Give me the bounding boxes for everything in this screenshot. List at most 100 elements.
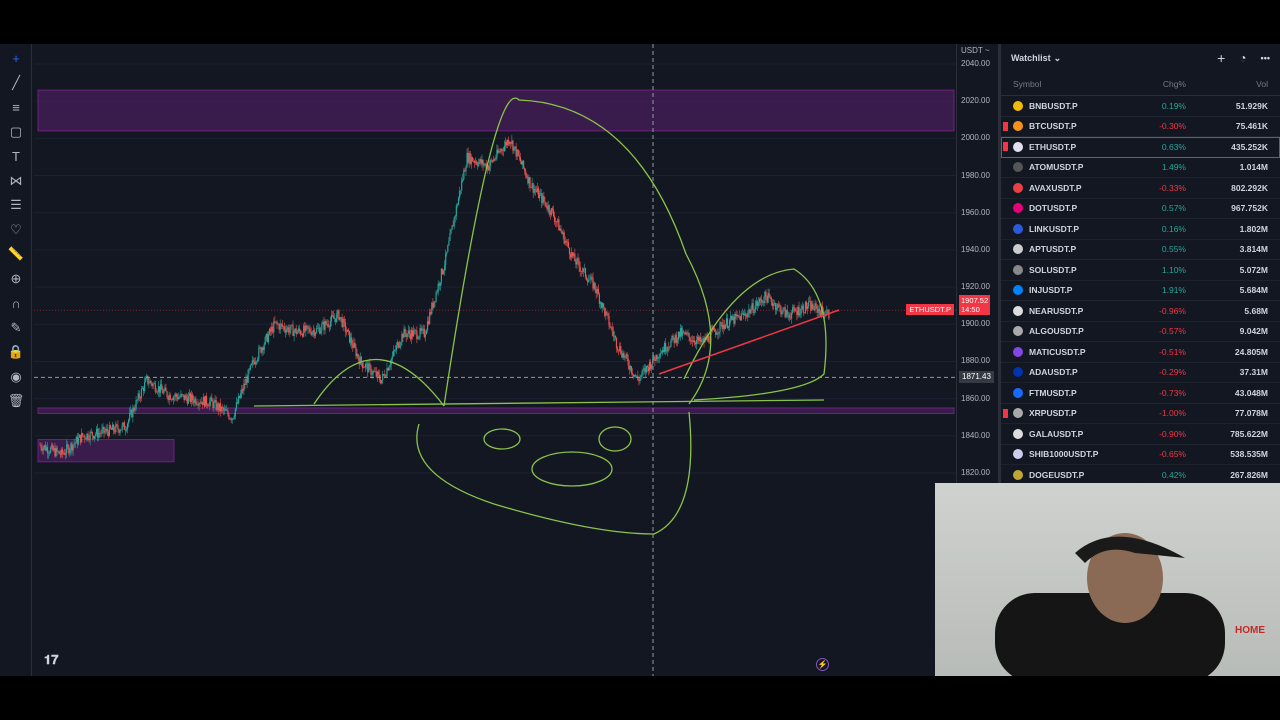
watchlist-row[interactable]: ETHUSDT.P 0.63% 435.252K	[1001, 137, 1280, 158]
candle-body	[371, 374, 373, 375]
candle-body	[513, 146, 515, 151]
flag-icon[interactable]	[1003, 121, 1008, 131]
zoom-in-icon[interactable]: ⊕	[10, 270, 22, 286]
candle-body	[725, 318, 728, 325]
candle-body	[521, 160, 524, 165]
symbol: ETHUSDT.P	[1029, 141, 1077, 152]
watchlist-row[interactable]: FTMUSDT.P -0.73% 43.048M	[1001, 383, 1280, 404]
watchlist-row[interactable]: APTUSDT.P 0.55% 3.814M	[1001, 240, 1280, 260]
candle-body	[692, 340, 694, 342]
candle-body	[423, 328, 425, 338]
candle-body	[352, 344, 354, 348]
candle-body	[729, 320, 731, 327]
candle-body	[331, 315, 334, 317]
symbol: XRPUSDT.P	[1029, 408, 1077, 419]
candle-body	[683, 331, 685, 333]
heart-icon[interactable]: ♡	[10, 221, 22, 237]
watchlist-row[interactable]: INJUSDT.P 1.91% 5.684M	[1001, 281, 1280, 301]
volume: 538.535M	[1230, 449, 1268, 460]
candle-body	[751, 303, 753, 310]
watchlist-row[interactable]: NEARUSDT.P -0.96% 5.68M	[1001, 301, 1280, 322]
volume: 785.622M	[1230, 428, 1268, 439]
candle-body	[684, 332, 686, 335]
crosshair-icon[interactable]: +	[12, 50, 20, 66]
watchlist-row[interactable]: SOLUSDT.P 1.10% 5.072M	[1001, 260, 1280, 281]
candle-body	[654, 359, 656, 361]
volume: 9.042M	[1239, 326, 1268, 337]
currency-selector[interactable]: USDT ~	[961, 46, 990, 55]
lightning-icon[interactable]: ⚡	[816, 658, 829, 671]
watchlist-row[interactable]: ATOMUSDT.P 1.49% 1.014M	[1001, 158, 1280, 178]
magnet-icon[interactable]: ∩	[11, 295, 21, 311]
candle-body	[289, 329, 291, 333]
lock-icon[interactable]: 🔒	[7, 344, 25, 360]
watchlist-row[interactable]: BTCUSDT.P -0.30% 75.461K	[1001, 117, 1280, 137]
watchlist-row[interactable]: ALGOUSDT.P -0.57% 9.042M	[1001, 322, 1280, 342]
candle-body	[666, 350, 668, 352]
pencil-lock-icon[interactable]: ✎	[10, 319, 22, 335]
candle-body	[350, 337, 352, 343]
candle-body	[212, 401, 214, 408]
candle-body	[821, 306, 824, 312]
candle-body	[293, 331, 295, 336]
watchlist-row[interactable]: LINKUSDT.P 0.16% 1.802M	[1001, 219, 1280, 240]
watchlist-row[interactable]: BNBUSDT.P 0.19% 51.929K	[1001, 96, 1280, 117]
candle-body	[701, 340, 703, 343]
candle-body	[520, 161, 523, 165]
candle-body	[210, 397, 212, 402]
candle-body	[502, 150, 504, 152]
add-symbol-icon[interactable]: +	[1217, 50, 1226, 66]
chart-pie-icon[interactable]: ◔	[1239, 51, 1247, 65]
candle-body	[581, 271, 583, 272]
candle-body	[681, 328, 683, 336]
price-axis[interactable]: USDT ~ 2040.00 2020.00 2000.00 1980.00 1960.…	[906, 44, 996, 676]
change: 0.57%	[1161, 203, 1186, 214]
flag-icon[interactable]	[1003, 142, 1008, 152]
candle-body	[590, 276, 592, 280]
candle-body	[436, 291, 438, 293]
chart-canvas[interactable]	[34, 44, 956, 676]
rectangle-icon[interactable]: ▢	[9, 123, 23, 139]
col-vol[interactable]: Vol	[1256, 78, 1268, 89]
candle-body	[743, 313, 746, 315]
candle-body	[328, 326, 330, 328]
candle-body	[321, 324, 323, 331]
candle-body	[499, 151, 501, 152]
watchlist-row[interactable]: XRPUSDT.P -1.00% 77.078M	[1001, 404, 1280, 424]
candle-body	[291, 324, 293, 326]
pattern-icon[interactable]: ⋈	[9, 172, 23, 188]
candle-body	[454, 215, 456, 218]
fib-icon[interactable]: ≡	[12, 99, 20, 115]
candle-body	[685, 332, 687, 335]
trash-icon[interactable]: 🗑	[7, 393, 25, 409]
col-symbol[interactable]: Symbol	[1013, 78, 1042, 89]
forecast-icon[interactable]: ☰	[10, 197, 22, 213]
candle-body	[386, 368, 388, 377]
flag-icon[interactable]	[1003, 408, 1008, 418]
trend-line-icon[interactable]: ╱	[12, 74, 20, 90]
col-chg[interactable]: Chg%	[1162, 78, 1186, 89]
candle-body	[145, 378, 147, 382]
candle-body	[558, 219, 560, 231]
candle-body	[418, 336, 420, 339]
watchlist-row[interactable]: AVAXUSDT.P -0.33% 802.292K	[1001, 178, 1280, 199]
more-icon[interactable]: •••	[1260, 53, 1270, 63]
candle-body	[60, 449, 62, 455]
eye-icon[interactable]: ◉	[10, 368, 22, 384]
candle-body	[501, 149, 503, 151]
chevron-down-icon[interactable]: ⌄	[1053, 52, 1062, 63]
price-chart[interactable]	[34, 44, 956, 676]
watchlist-title[interactable]: Watchlist	[1011, 53, 1051, 63]
candle-body	[608, 315, 610, 326]
watchlist-row[interactable]: ADAUSDT.P -0.29% 37.31M	[1001, 363, 1280, 383]
watchlist-row[interactable]: DOTUSDT.P 0.57% 967.752K	[1001, 199, 1280, 219]
ruler-icon[interactable]: 📏	[7, 246, 25, 262]
candle-body	[314, 332, 317, 336]
candle-body	[466, 152, 468, 168]
watchlist-row[interactable]: SHIB1000USDT.P -0.65% 538.535M	[1001, 445, 1280, 465]
watchlist-row[interactable]: MATICUSDT.P -0.51% 24.805M	[1001, 342, 1280, 363]
text-icon[interactable]: T	[12, 148, 20, 164]
candle-body	[583, 268, 586, 269]
candle-body	[65, 453, 67, 455]
watchlist-row[interactable]: GALAUSDT.P -0.90% 785.622M	[1001, 424, 1280, 445]
